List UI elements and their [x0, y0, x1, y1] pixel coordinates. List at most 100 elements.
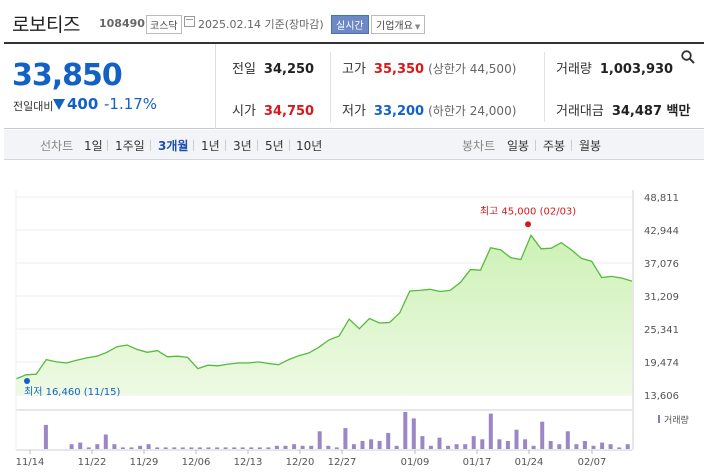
volume-bar: [172, 447, 177, 449]
volume-bar: [189, 447, 194, 449]
volume-bar: [540, 421, 545, 449]
tab-1d[interactable]: 1일: [84, 139, 103, 153]
x-tick-label: 11/22: [78, 457, 107, 468]
price-chart: 48,811 42,944 37,076 31,209 25,341 19,474 13,6…: [0, 160, 704, 474]
tab-3m[interactable]: 3개월: [158, 139, 189, 153]
x-tick-label: 12/20: [286, 457, 315, 468]
tab-5y[interactable]: 5년: [265, 139, 284, 153]
divider: [257, 140, 258, 151]
volume-bar: [120, 447, 125, 449]
volume-bar: [454, 444, 459, 449]
volume-bar: [129, 447, 134, 449]
company-info-dropdown[interactable]: 기업개요 ▼: [371, 15, 426, 34]
realtime-button[interactable]: 실시간: [331, 15, 369, 34]
x-tick-label: 01/24: [515, 457, 544, 468]
tab-3y[interactable]: 3년: [233, 139, 252, 153]
volume-bar: [514, 429, 519, 449]
tab-1y[interactable]: 1년: [201, 139, 220, 153]
high-value: 35,350: [373, 62, 425, 77]
x-tick-label: 12/13: [234, 457, 263, 468]
chevron-down-icon: ▼: [414, 23, 421, 31]
volume-bar: [292, 444, 297, 449]
price-area-fill: [16, 235, 632, 395]
candle-chart-label: 봉차트: [462, 139, 496, 153]
amount-label: 거래대금: [556, 104, 604, 119]
chart-period-tabs: 선차트 1일 1주일 3개월 1년 3년 5년 10년 봉차트 일봉 주봉 월봉: [4, 130, 704, 160]
tab-daily[interactable]: 일봉: [507, 139, 530, 153]
divider: [289, 140, 290, 151]
volume-bar: [488, 413, 493, 449]
divider: [107, 140, 108, 151]
reference-date: 2025.02.14 기준(장마감): [198, 18, 324, 31]
volume-bar: [548, 441, 553, 449]
tab-1w[interactable]: 1주일: [115, 139, 145, 153]
volume-legend-swatch: [658, 415, 660, 423]
volume-bar: [463, 444, 468, 449]
y-tick-label: 25,341: [644, 325, 679, 336]
current-price: 33,850: [12, 58, 123, 93]
volume-bar: [377, 441, 382, 449]
tab-monthly[interactable]: 월봉: [579, 139, 602, 153]
search-icon[interactable]: [681, 50, 695, 64]
divider: [571, 140, 572, 151]
divider: [225, 140, 226, 151]
volume-bar: [531, 445, 536, 449]
volume-bar: [351, 444, 356, 449]
volume-label: 거래량: [556, 62, 592, 77]
volume-value: 1,003,930: [599, 62, 674, 77]
volume-bar: [103, 434, 108, 449]
tab-weekly[interactable]: 주봉: [543, 139, 566, 153]
volume-bar: [309, 445, 314, 449]
line-chart-label: 선차트: [40, 139, 74, 153]
volume-bar: [437, 437, 442, 449]
volume-bar: [617, 447, 622, 449]
trade-amount: 거래대금 34,487 백만: [556, 100, 690, 119]
volume-bar: [138, 445, 143, 449]
x-tick-label: 02/07: [578, 457, 607, 468]
change-label: 전일대비: [13, 100, 54, 113]
divider: [150, 140, 151, 151]
volume-bar: [394, 445, 399, 449]
volume-bar: [497, 439, 502, 449]
low-price: 저가 33,200 (하한가 24,000): [342, 100, 516, 119]
x-tick-label: 11/29: [130, 457, 159, 468]
open-label: 시가: [232, 104, 256, 119]
volume-bar: [43, 424, 48, 449]
volume-bar: [334, 447, 339, 449]
volume-bar: [257, 447, 262, 449]
volume-bar: [155, 447, 160, 449]
volume-bar: [369, 439, 374, 449]
volume-bar: [112, 444, 117, 449]
low-marker: [24, 377, 30, 384]
volume-bar: [266, 447, 271, 449]
volume-bar: [249, 447, 254, 449]
price-line: [15, 233, 633, 380]
high-label: 고가: [342, 62, 366, 77]
volume-bar: [223, 447, 228, 449]
volume-bar: [505, 441, 510, 449]
volume-bar: [446, 445, 451, 449]
upper-limit: (상한가 44,500): [428, 62, 517, 76]
change-value: 400: [67, 95, 99, 113]
tab-10y[interactable]: 10년: [296, 139, 323, 153]
volume-bar: [420, 436, 425, 449]
stock-code: 108490: [99, 17, 145, 30]
volume-bar: [574, 444, 579, 449]
amount-value: 34,487 백만: [611, 104, 691, 119]
volume-bar: [343, 428, 348, 449]
volume-bar: [386, 432, 391, 449]
current-price-panel: 33,850 전일대비 400 -1.17%: [4, 44, 216, 129]
price-chart-svg: 48,811 42,944 37,076 31,209 25,341 19,474 13,6…: [15, 190, 689, 468]
low-label: 저가: [342, 104, 366, 119]
stock-name: 로보티즈: [12, 14, 80, 36]
open-price: 시가 34,750: [232, 100, 314, 119]
volume-legend-label: 거래량: [664, 414, 689, 426]
x-tick-label: 01/17: [463, 457, 492, 468]
volume-bar: [163, 447, 168, 449]
volume-bar: [146, 444, 151, 449]
y-tick-label: 31,209: [644, 292, 679, 303]
x-tick-label: 11/14: [16, 457, 45, 468]
low-label: 최저 16,460 (11/15): [24, 386, 120, 398]
prev-close: 전일 34,250: [232, 58, 314, 77]
volume-bar: [317, 431, 322, 449]
